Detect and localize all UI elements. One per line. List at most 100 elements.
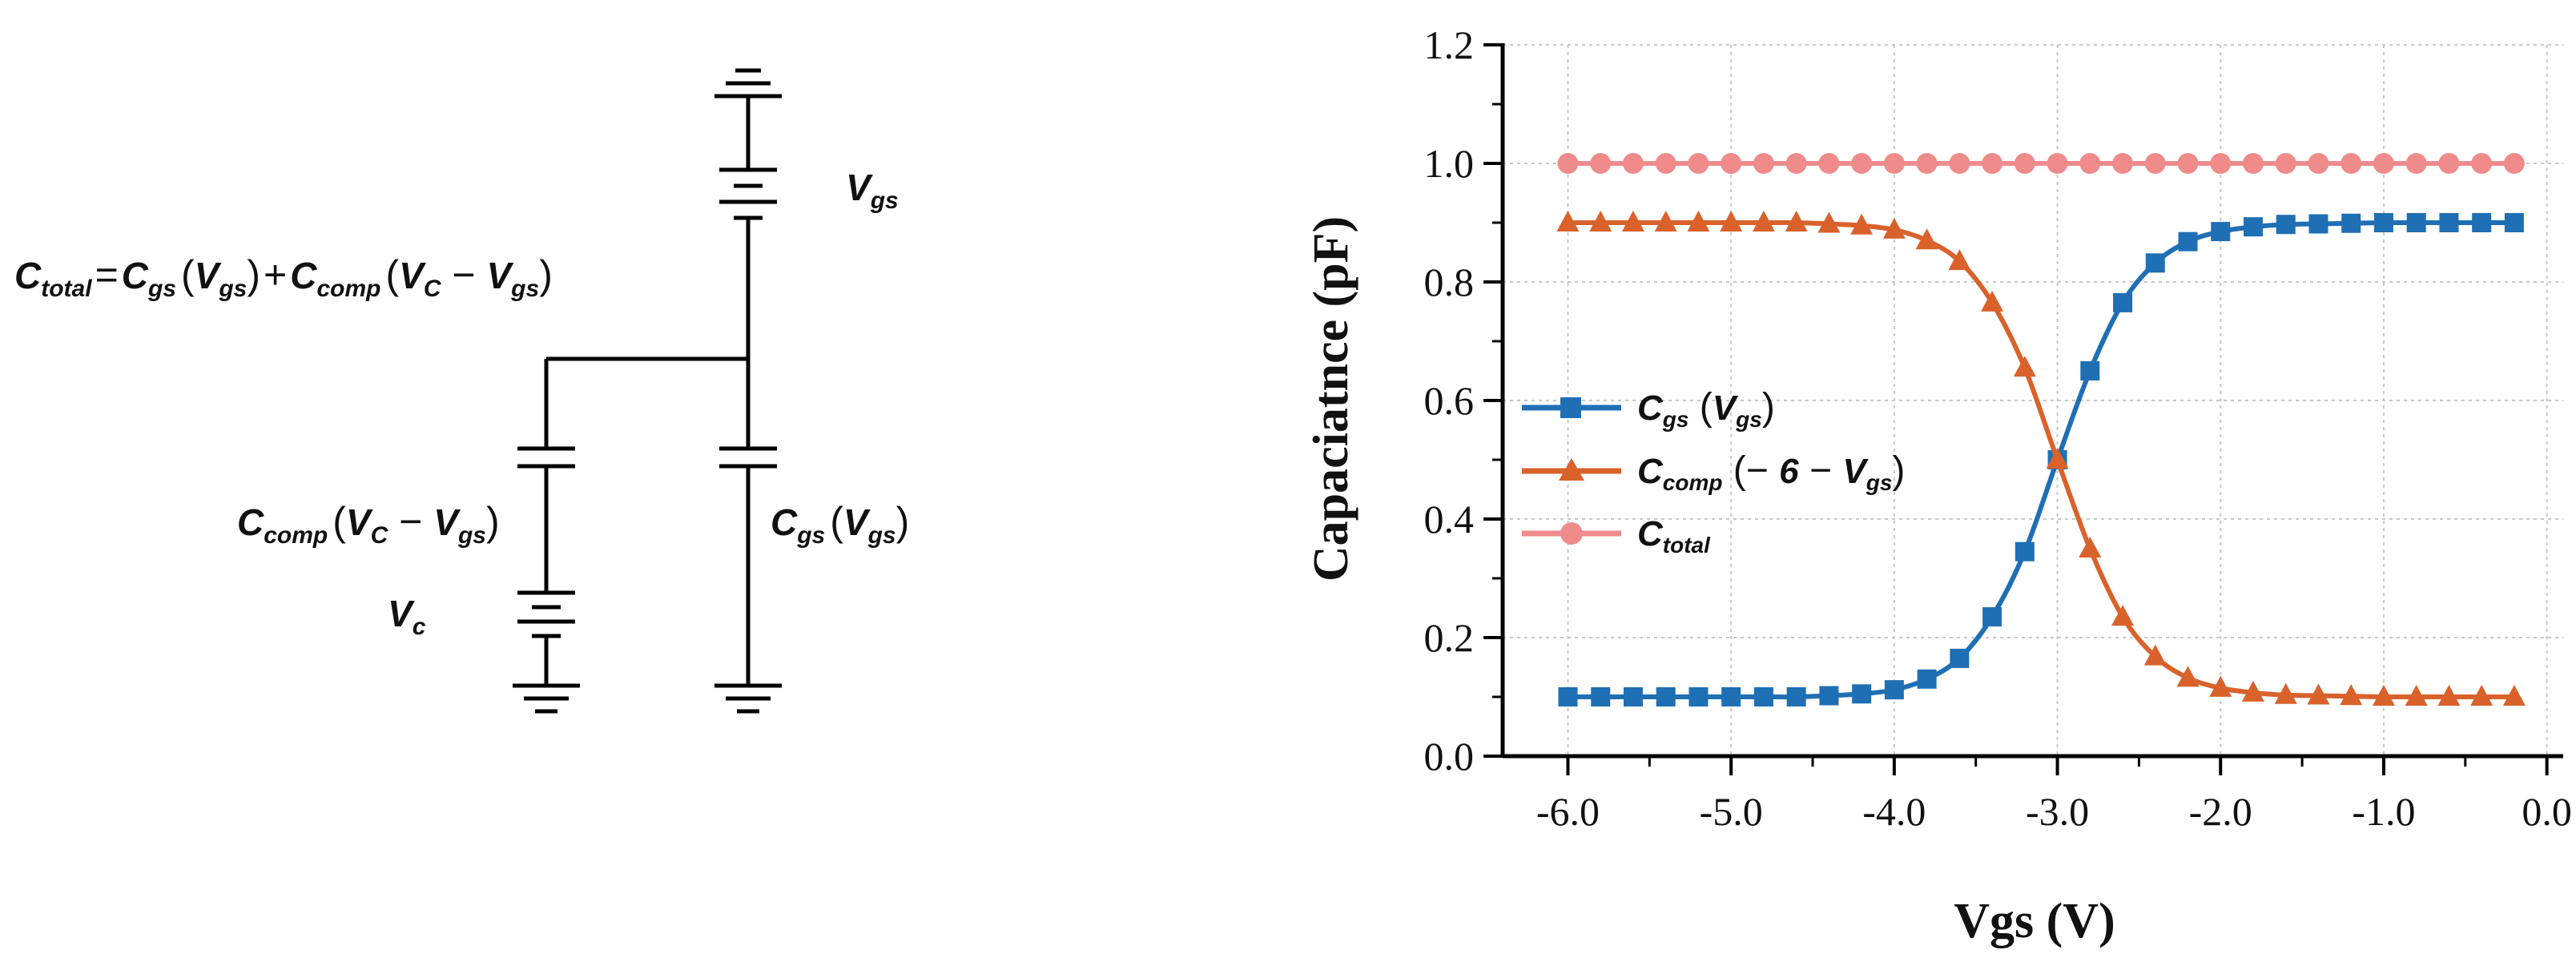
data-point-ccomp <box>2046 448 2069 469</box>
x-tick-label: 0.0 <box>2522 789 2572 834</box>
data-point-cgs <box>2211 222 2231 242</box>
label-ccomp: Ccomp (VC − Vgs) <box>237 499 500 549</box>
data-point-cgs <box>1753 687 1773 706</box>
data-point-ctotal <box>2373 153 2394 174</box>
data-point-ccomp <box>1752 211 1775 231</box>
data-point-ccomp <box>1817 211 1841 233</box>
legend-item-cgs: Cgs (Vgs) <box>1522 386 1775 432</box>
axes: 0.0 0.2 0.4 0.6 0.8 1.0 1.2 -6.0 -5.0 -4.0 -3.0 -2.… <box>1424 22 2572 834</box>
y-tick-label: 0.2 <box>1424 615 1475 660</box>
data-point-ctotal <box>1721 153 1742 174</box>
data-point-cgs <box>2145 253 2165 273</box>
data-point-ctotal <box>1688 153 1709 174</box>
data-point-cgs <box>2080 361 2100 380</box>
x-axis-title: Vgs (V) <box>1954 894 2115 948</box>
capacitor-ccomp-icon <box>517 446 575 469</box>
data-point-cgs <box>2276 215 2296 235</box>
data-point-ccomp <box>2176 666 2200 687</box>
y-tick-label: 0.6 <box>1424 378 1475 423</box>
chart: 0.0 0.2 0.4 0.6 0.8 1.0 1.2 -6.0 -5.0 -4.0 -3.0 -2.… <box>1304 22 2572 948</box>
data-point-ctotal <box>1557 153 1579 174</box>
data-point-ctotal <box>1851 153 1873 174</box>
data-point-ccomp <box>1556 211 1580 231</box>
data-point-ccomp <box>2111 605 2135 626</box>
legend-marker-ccomp <box>1559 458 1584 481</box>
data-point-ccomp <box>1882 217 1906 239</box>
data-point-cgs <box>1852 684 1872 704</box>
data-point-ccomp <box>2079 537 2102 557</box>
legend-marker-ctotal <box>1560 522 1583 545</box>
legend-label-ccomp: Ccomp (− 6 − Vgs) <box>1637 449 1905 495</box>
data-point-ctotal <box>2438 153 2460 174</box>
data-point-ccomp <box>2372 685 2395 706</box>
data-point-cgs <box>2178 231 2198 252</box>
series-ctotal <box>1557 153 2525 174</box>
data-point-ctotal <box>2341 153 2362 174</box>
data-point-ctotal <box>1818 153 1840 174</box>
data-point-ctotal <box>2405 153 2427 174</box>
data-point-ctotal <box>2275 153 2296 174</box>
data-point-ccomp <box>1785 211 1808 231</box>
data-point-cgs <box>2504 213 2524 232</box>
data-point-ctotal <box>2079 153 2101 174</box>
y-tick-label: 1.2 <box>1424 22 1475 67</box>
x-tick-label: -5.0 <box>1700 789 1763 834</box>
data-point-ctotal <box>1916 153 1938 174</box>
ground-left-icon <box>513 683 580 714</box>
data-point-ctotal <box>2308 153 2329 174</box>
x-tick-label: -3.0 <box>2026 789 2089 834</box>
data-point-cgs <box>1786 687 1806 706</box>
ground-right-icon <box>714 683 782 714</box>
data-point-ctotal <box>1590 153 1612 174</box>
legend-marker-cgs <box>1560 397 1581 418</box>
capacitor-cgs-icon <box>719 446 777 469</box>
y-tick-label: 1.0 <box>1424 141 1475 186</box>
label-cgs: Cgs (Vgs) <box>771 499 909 549</box>
data-point-ctotal <box>1753 153 1774 174</box>
data-point-cgs <box>2308 214 2328 234</box>
data-point-ctotal <box>2047 153 2068 174</box>
data-point-ccomp <box>1720 211 1743 231</box>
data-point-cgs <box>2243 217 2263 237</box>
data-point-ctotal <box>1622 153 1644 174</box>
x-tick-label: -1.0 <box>2352 789 2415 834</box>
series-cgs <box>1558 213 2524 706</box>
legend-label-cgs: Cgs (Vgs) <box>1637 386 1775 432</box>
data-point-cgs <box>1819 686 1839 706</box>
data-point-cgs <box>1656 687 1676 706</box>
data-point-ccomp <box>2437 685 2461 706</box>
data-point-ccomp <box>1589 211 1612 231</box>
data-point-cgs <box>1982 607 2002 627</box>
data-point-ccomp <box>2013 356 2036 377</box>
circuit-diagram: Ctotal=Cgs (Vgs)+Ccomp (VC − Vgs) <box>14 68 909 714</box>
data-point-ccomp <box>1687 211 1710 231</box>
x-tick-label: -6.0 <box>1536 789 1600 834</box>
ground-top-icon <box>714 68 782 99</box>
legend-item-ctotal: Ctotal <box>1522 514 1711 557</box>
data-point-ccomp <box>1850 213 1874 235</box>
data-point-ccomp <box>1621 211 1644 231</box>
x-tick-label: -4.0 <box>1862 789 1926 834</box>
data-point-ctotal <box>2210 153 2232 174</box>
data-point-cgs <box>2439 213 2459 232</box>
data-point-ctotal <box>1655 153 1676 174</box>
data-point-ctotal <box>1883 153 1905 174</box>
data-point-cgs <box>2472 213 2492 232</box>
data-point-ctotal <box>2177 153 2199 174</box>
data-point-ctotal <box>1949 153 1970 174</box>
label-vc: Vc <box>388 593 426 640</box>
series-line-ccomp <box>1568 219 2514 700</box>
data-point-cgs <box>1591 687 1611 706</box>
data-point-cgs <box>1688 687 1709 706</box>
data-point-ccomp <box>2502 685 2526 706</box>
data-point-cgs <box>1721 687 1741 706</box>
data-point-cgs <box>1950 648 1970 668</box>
data-point-ctotal <box>2242 153 2264 174</box>
data-point-ccomp <box>2405 685 2428 706</box>
data-point-cgs <box>2341 213 2361 233</box>
data-point-ctotal <box>2503 153 2525 174</box>
data-point-cgs <box>1558 687 1578 706</box>
data-point-ctotal <box>2112 153 2134 174</box>
battery-vc-icon <box>517 590 575 638</box>
